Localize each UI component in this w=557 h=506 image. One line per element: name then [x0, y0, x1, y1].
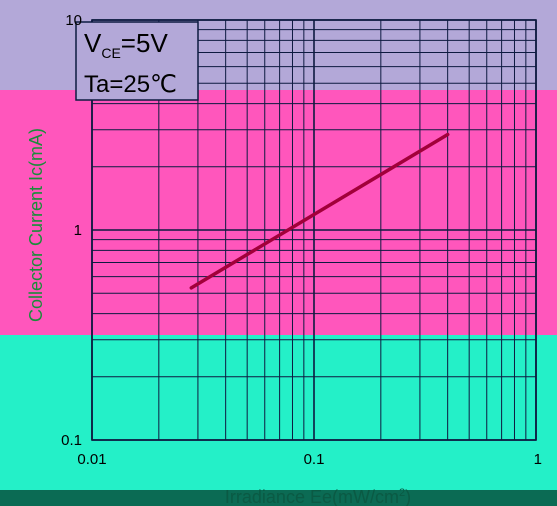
svg-text:VCE=5V: VCE=5V [84, 28, 168, 61]
condition-v-value: =5V [121, 28, 169, 58]
condition-v-prefix: V [84, 28, 102, 58]
condition-ta: Ta=25℃ [84, 71, 177, 98]
y-tick-label: 0.1 [61, 432, 82, 449]
tick-labels: 0.01 0.1 1 0.1 1 10 [61, 12, 542, 468]
y-tick-label: 10 [65, 12, 82, 29]
series-layer [189, 132, 450, 290]
x-tick-label: 0.1 [304, 451, 325, 468]
x-tick-label: 1 [534, 451, 542, 468]
series-line [189, 132, 450, 290]
band-middle [0, 90, 557, 335]
x-tick-label: 0.01 [77, 451, 106, 468]
band-lower [0, 335, 557, 490]
band-bottom [0, 490, 557, 506]
conditions-box: VCE=5V Ta=25℃ [75, 21, 199, 101]
plot-frame [91, 19, 537, 441]
condition-v-sub: CE [101, 45, 120, 61]
grid [91, 19, 537, 441]
y-tick-label: 1 [74, 222, 82, 239]
x-axis-label: Irradiance Ee(mW/cm2) [225, 487, 411, 506]
y-axis-label: Collector Current Ic(mA) [26, 128, 46, 322]
